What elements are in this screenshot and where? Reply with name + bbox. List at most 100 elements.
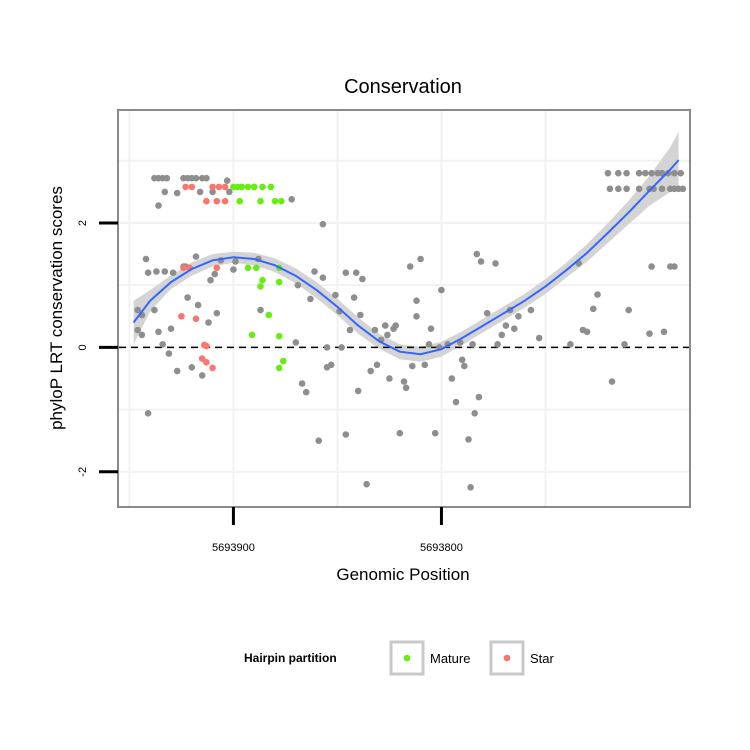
point-other: [648, 263, 655, 270]
point-mature: [259, 183, 266, 191]
point-other: [452, 398, 460, 406]
x-axis-title: Genomic Position: [336, 565, 469, 584]
y-tick-label: 2: [77, 220, 89, 226]
point-mature: [259, 276, 266, 284]
point-other: [458, 356, 466, 364]
point-other: [677, 169, 684, 177]
point-other: [213, 309, 221, 317]
point-other: [413, 313, 420, 320]
point-other: [198, 372, 206, 379]
point-mature: [271, 197, 279, 205]
point-other: [257, 306, 264, 314]
point-other: [642, 169, 649, 177]
point-other: [338, 344, 345, 351]
point-mature: [280, 357, 287, 365]
point-star: [221, 197, 229, 205]
point-other: [527, 306, 535, 314]
point-other: [535, 334, 543, 342]
point-mature: [267, 183, 275, 191]
point-other: [646, 330, 653, 338]
point-other: [625, 306, 632, 314]
point-other: [413, 297, 420, 305]
point-other: [211, 270, 218, 278]
point-other: [350, 294, 358, 301]
point-other: [511, 325, 518, 333]
point-other: [144, 410, 152, 417]
smooth-line-layer: [132, 159, 680, 356]
point-other: [675, 185, 682, 193]
point-other: [173, 367, 181, 375]
point-other: [658, 185, 666, 193]
plot-panel: [117, 109, 691, 508]
point-other: [606, 185, 614, 193]
point-other: [161, 188, 169, 196]
point-other: [292, 339, 300, 346]
point-other: [192, 174, 200, 182]
point-other: [209, 188, 216, 196]
point-other: [354, 387, 362, 395]
point-other: [332, 291, 339, 299]
point-star: [182, 183, 189, 191]
point-other: [194, 301, 202, 309]
point-star: [215, 183, 223, 191]
point-mature: [252, 264, 260, 272]
point-mature: [257, 283, 264, 290]
point-other: [471, 410, 479, 417]
point-other: [567, 341, 574, 348]
point-other: [232, 258, 239, 265]
point-star: [192, 315, 200, 323]
point-other: [502, 322, 510, 329]
point-mature: [250, 183, 258, 191]
legend-swatch-mature: [403, 654, 411, 662]
point-other: [138, 331, 146, 339]
point-other: [184, 294, 191, 301]
point-other: [494, 341, 501, 348]
point-other: [188, 364, 196, 371]
point-other: [417, 255, 424, 263]
legend-title: Hairpin partition: [244, 651, 337, 665]
point-mature: [275, 332, 283, 340]
point-other: [315, 437, 323, 445]
point-star: [221, 183, 229, 191]
point-other: [667, 263, 674, 270]
point-star: [209, 183, 216, 191]
x-tick-label: 5693800: [420, 542, 463, 554]
point-other: [159, 341, 166, 348]
point-other: [151, 306, 158, 314]
point-other: [307, 295, 314, 303]
legend-item-star: Star: [489, 640, 555, 676]
point-star: [178, 313, 185, 320]
point-other: [142, 255, 150, 263]
point-mature: [244, 264, 252, 272]
point-other: [461, 362, 468, 370]
point-other: [230, 266, 237, 273]
point-other: [144, 269, 152, 277]
point-other: [583, 328, 591, 336]
point-other: [352, 269, 360, 277]
point-other: [406, 263, 414, 270]
point-other: [623, 169, 630, 177]
point-mature: [278, 197, 285, 205]
point-star: [203, 197, 210, 205]
point-other: [392, 322, 400, 329]
point-mature: [275, 364, 283, 372]
point-other: [477, 258, 485, 265]
point-other: [298, 380, 306, 387]
point-other: [384, 331, 391, 339]
point-other: [664, 169, 672, 177]
x-tick-label: 5693900: [212, 542, 255, 554]
point-mature: [236, 197, 243, 205]
point-star: [213, 264, 221, 272]
point-other: [311, 268, 318, 275]
point-other: [363, 480, 370, 488]
point-other: [465, 436, 472, 443]
point-other: [153, 268, 160, 275]
point-star: [209, 364, 216, 372]
legend-label-star: Star: [530, 651, 555, 666]
point-mature: [275, 278, 283, 286]
legend-label-mature: Mature: [430, 651, 470, 666]
point-other: [473, 250, 481, 258]
point-other: [359, 275, 366, 283]
point-other: [623, 185, 630, 193]
point-other: [396, 429, 404, 437]
